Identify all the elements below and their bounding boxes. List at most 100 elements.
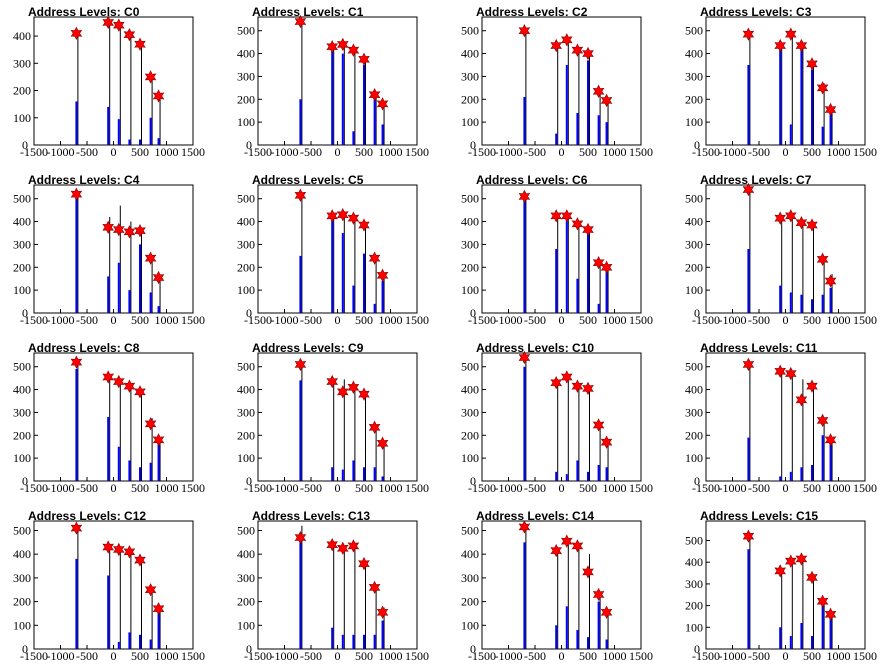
- star-marker: [113, 374, 125, 389]
- star-marker: [337, 208, 349, 222]
- x-tick-label: -500: [748, 145, 770, 159]
- y-tick-label: 100: [13, 618, 31, 632]
- x-tick-label: 0: [335, 649, 341, 663]
- x-tick-label: 1000: [827, 313, 851, 327]
- y-tick-label: 300: [237, 69, 255, 83]
- star-marker: [806, 218, 818, 232]
- star-marker: [571, 379, 584, 393]
- plot-frame: [257, 16, 418, 146]
- y-tick-label: 300: [13, 237, 31, 251]
- star-marker: [337, 37, 349, 52]
- y-tick-label: 400: [237, 47, 255, 61]
- x-tick-label: -500: [76, 649, 98, 663]
- x-tick-label: 500: [131, 649, 149, 663]
- star-marker: [785, 554, 797, 568]
- star-marker: [785, 209, 797, 223]
- star-marker: [70, 187, 83, 201]
- x-tick-label: 1500: [853, 313, 877, 327]
- star-marker: [795, 216, 808, 230]
- plot-frame: [481, 520, 642, 650]
- plot-frame: [481, 352, 642, 482]
- y-tick-label: 500: [461, 24, 479, 38]
- chart-panel: Address Levels: C12 100 200 300 400 500 0 -1500…: [0, 504, 224, 672]
- y-tick-label: 0: [246, 306, 252, 320]
- x-tick-label: -1500: [692, 313, 720, 327]
- x-tick-label: 500: [803, 481, 821, 495]
- x-tick-label: -1500: [20, 481, 48, 495]
- x-tick-label: 500: [579, 145, 597, 159]
- star-marker: [816, 81, 829, 95]
- star-marker: [774, 564, 786, 578]
- x-tick-label: 1000: [603, 145, 627, 159]
- star-marker: [742, 357, 755, 372]
- chart-panel: Address Levels: C4 100 200 300 400 500 0 -1500-…: [0, 168, 224, 336]
- star-marker: [144, 251, 157, 265]
- star-marker: [102, 370, 114, 384]
- y-tick-label: 300: [13, 405, 31, 419]
- star-marker: [358, 387, 370, 401]
- plot-frame: [705, 16, 866, 146]
- chart-title: Address Levels: C8: [28, 341, 140, 355]
- star-marker: [347, 539, 360, 553]
- chart-title: Address Levels: C6: [476, 173, 588, 187]
- x-tick-label: -1000: [495, 313, 523, 327]
- y-tick-label: 400: [237, 547, 255, 561]
- x-tick-label: 1000: [155, 481, 179, 495]
- y-tick-label: 500: [461, 192, 479, 206]
- x-tick-label: 0: [335, 481, 341, 495]
- plot-frame: [481, 16, 642, 146]
- x-tick-label: 1500: [629, 145, 653, 159]
- chart-title: Address Levels: C15: [700, 509, 819, 523]
- x-tick-label: 0: [783, 481, 789, 495]
- x-tick-label: 0: [335, 145, 341, 159]
- star-marker: [134, 224, 146, 238]
- chart-title: Address Levels: C11: [700, 341, 818, 355]
- y-tick-label: 100: [237, 115, 255, 129]
- x-tick-label: 1000: [603, 649, 627, 663]
- x-tick-label: 500: [579, 649, 597, 663]
- x-tick-label: 500: [355, 481, 373, 495]
- star-marker: [113, 222, 125, 237]
- y-tick-label: 200: [685, 599, 703, 613]
- star-marker: [816, 594, 829, 608]
- y-tick-label: 500: [237, 523, 255, 537]
- y-tick-label: 400: [13, 547, 31, 561]
- y-tick-label: 0: [470, 474, 476, 488]
- x-tick-label: -500: [76, 313, 98, 327]
- x-tick-label: 500: [355, 649, 373, 663]
- y-tick-label: 400: [13, 215, 31, 229]
- y-tick-label: 200: [685, 92, 703, 106]
- y-tick-label: 200: [237, 92, 255, 106]
- star-marker: [358, 218, 370, 232]
- y-tick-label: 200: [461, 92, 479, 106]
- x-tick-label: 500: [355, 313, 373, 327]
- plot-frame: [705, 184, 866, 314]
- star-marker: [376, 268, 389, 282]
- x-tick-label: -500: [300, 649, 322, 663]
- x-tick-label: -1000: [47, 145, 75, 159]
- y-tick-label: 200: [13, 595, 31, 609]
- y-tick-label: 300: [13, 571, 31, 585]
- y-tick-label: 0: [694, 138, 700, 152]
- x-tick-label: 1500: [181, 649, 205, 663]
- x-tick-label: -1000: [719, 649, 747, 663]
- y-tick-label: 300: [237, 571, 255, 585]
- x-tick-label: 1000: [827, 481, 851, 495]
- y-tick-label: 500: [461, 523, 479, 537]
- star-marker: [152, 433, 165, 447]
- plot-frame: [33, 184, 194, 314]
- star-marker: [347, 380, 360, 394]
- y-tick-label: 200: [685, 428, 703, 442]
- y-tick-label: 400: [685, 47, 703, 61]
- star-marker: [785, 27, 797, 41]
- star-marker: [774, 38, 786, 53]
- x-tick-label: -1000: [271, 313, 299, 327]
- x-tick-label: -1500: [20, 145, 48, 159]
- star-marker: [294, 357, 307, 372]
- star-marker: [582, 46, 594, 61]
- star-marker: [294, 188, 307, 202]
- y-tick-label: 0: [246, 138, 252, 152]
